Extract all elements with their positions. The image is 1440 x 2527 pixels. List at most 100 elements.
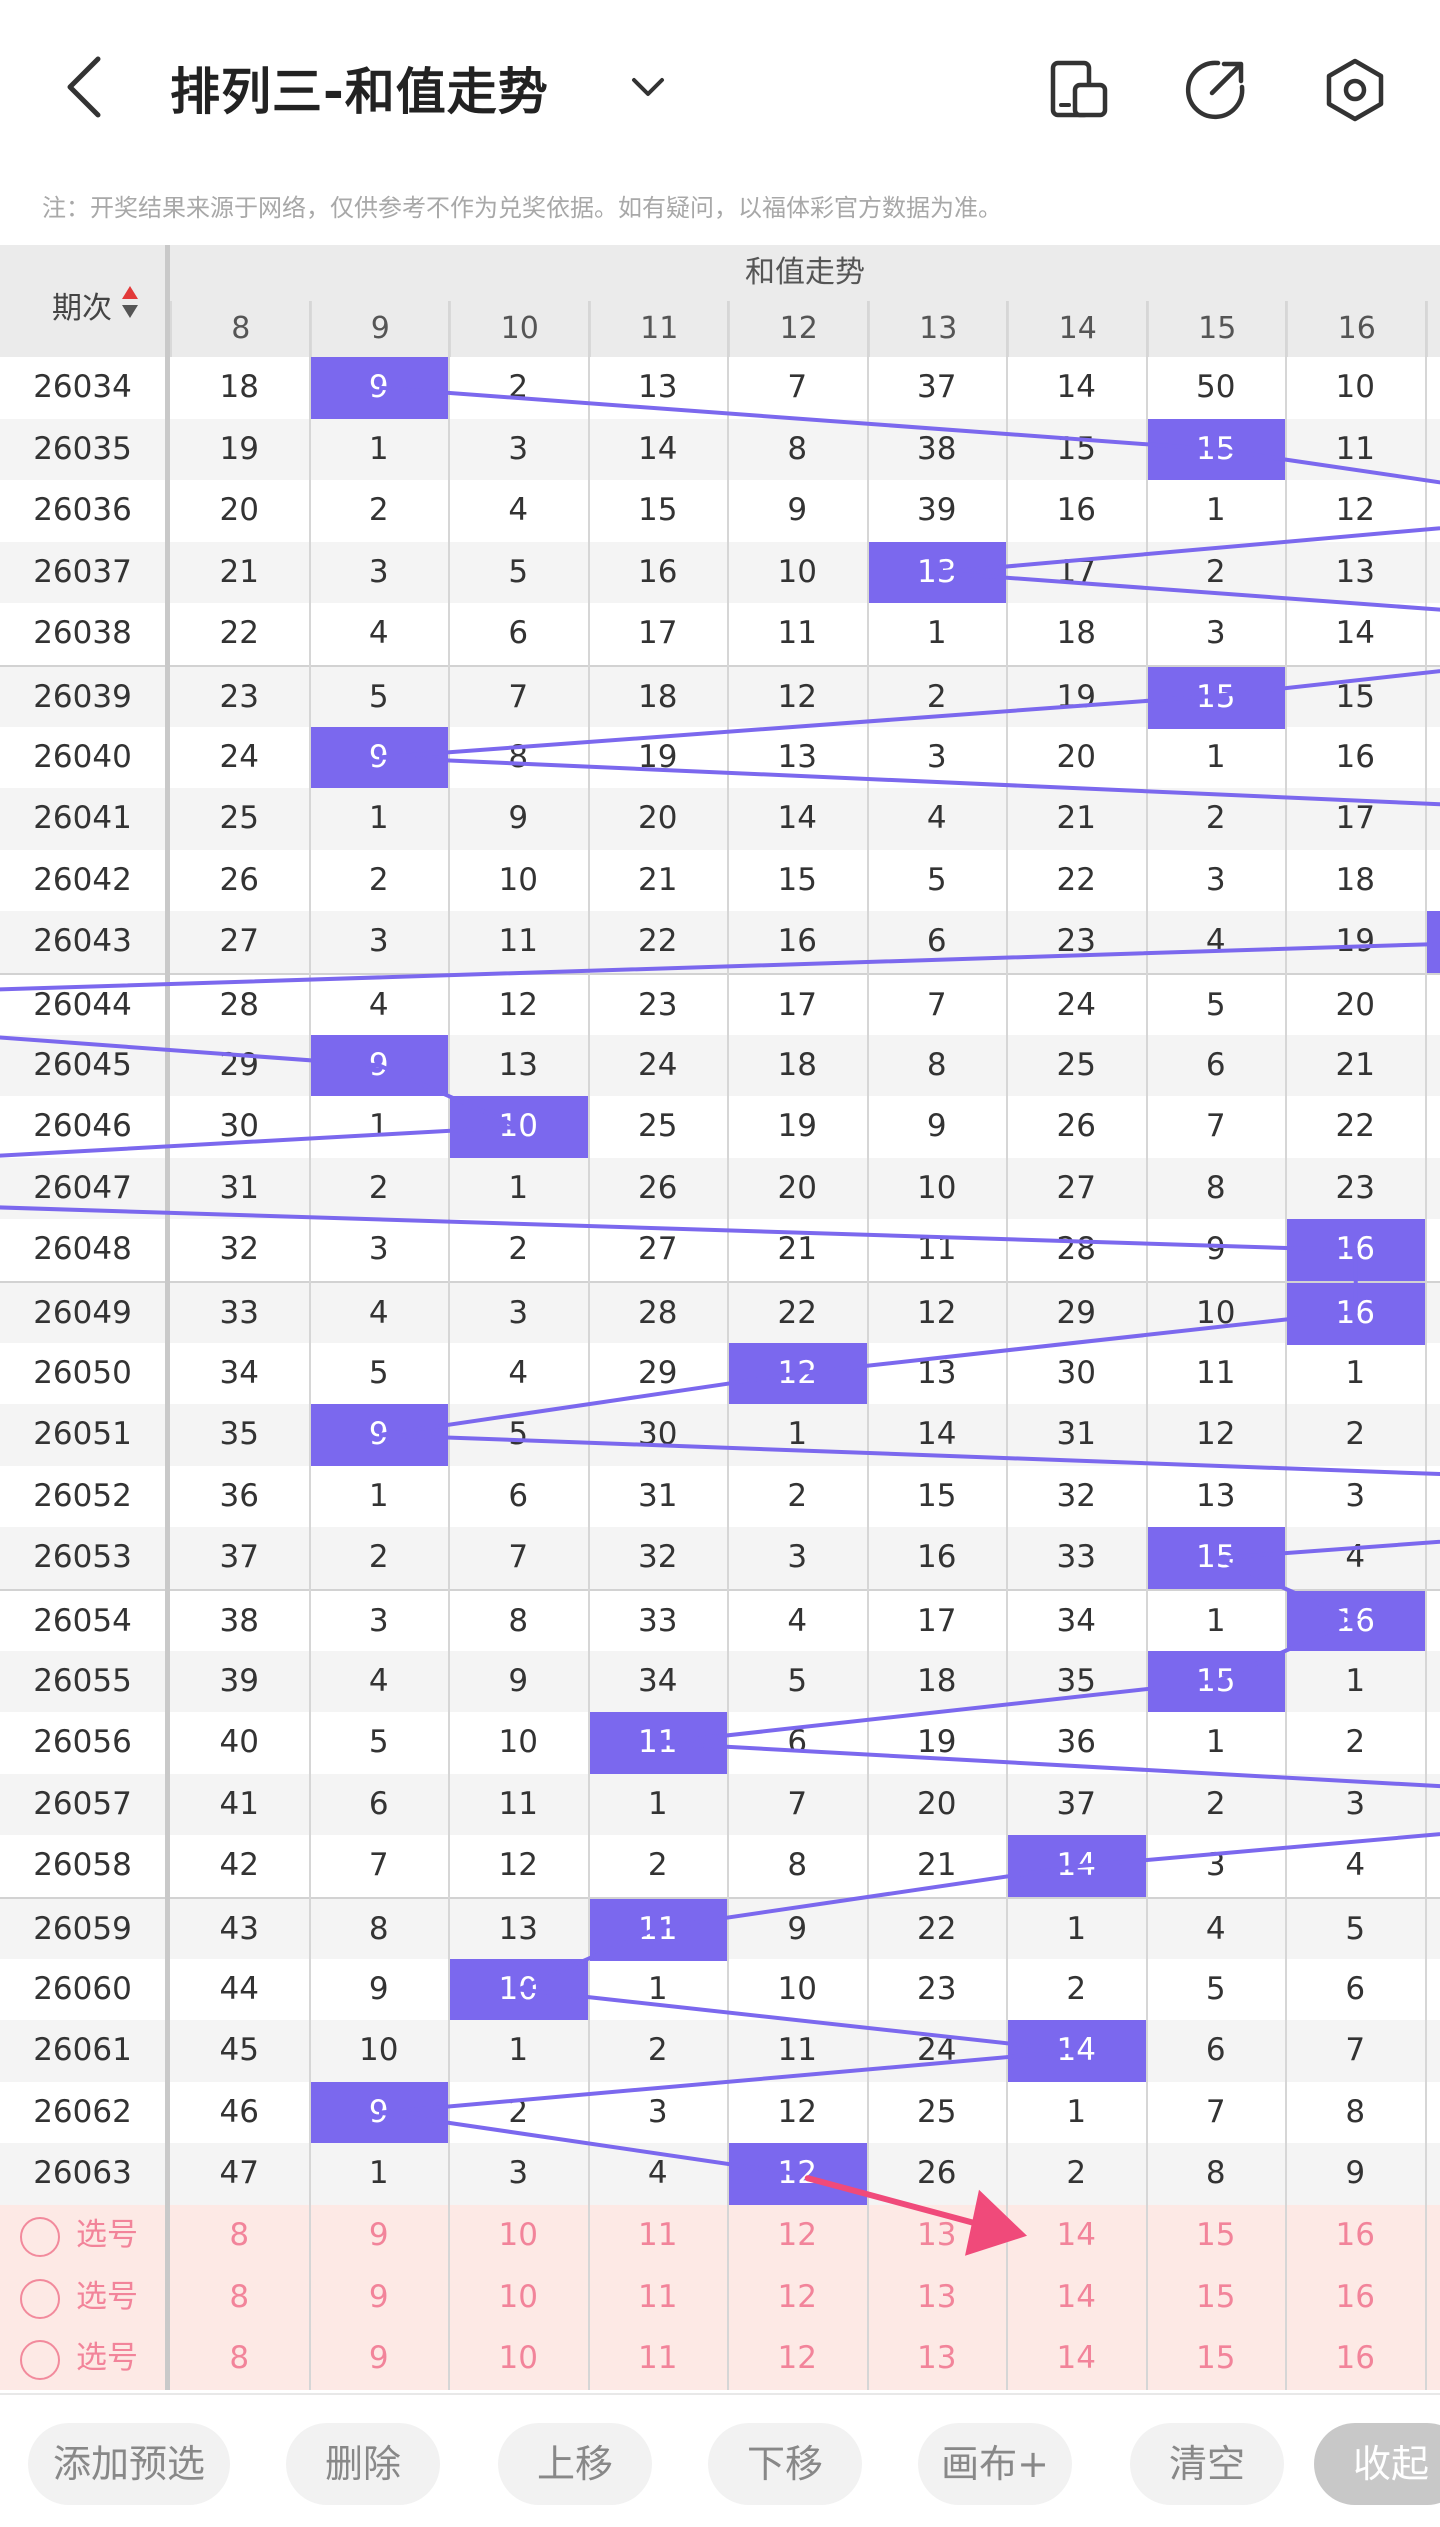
omission-cell: 4 [1286, 1835, 1425, 1897]
omission-cell: 3 [1147, 603, 1286, 665]
selectable-number-15[interactable]: 15 [1147, 2205, 1286, 2267]
issue-column-header[interactable]: 期次 [0, 245, 165, 357]
omission-cell: 14 [1286, 603, 1425, 665]
move-down-button[interactable]: 下移 [708, 2423, 862, 2505]
omission-cell: 14 [868, 1404, 1007, 1466]
omission-cell: 8 [449, 727, 588, 789]
column-header-partial [1426, 301, 1440, 357]
omission-cell: 6 [1147, 2020, 1286, 2082]
pick-radio[interactable] [20, 2340, 60, 2380]
selectable-number-14[interactable]: 14 [1007, 2328, 1146, 2390]
selectable-number-16[interactable]: 16 [1286, 2267, 1425, 2329]
pick-label[interactable]: 选号 [76, 2205, 138, 2267]
omission-cell: 6 [449, 1466, 588, 1528]
add-preselect-button[interactable]: 添加预选 [28, 2423, 230, 2505]
omission-cell: 10 [310, 2020, 449, 2082]
omission-cell: 15 [1286, 667, 1425, 729]
omission-cell: 7 [449, 667, 588, 729]
share-icon[interactable] [1180, 55, 1250, 125]
selectable-number-12[interactable]: 12 [728, 2328, 867, 2390]
issue-number: 26055 [0, 1651, 165, 1713]
pick-label[interactable]: 选号 [76, 2328, 138, 2390]
omission-cell: 4 [589, 2143, 728, 2205]
selectable-number-11[interactable]: 11 [589, 2205, 728, 2267]
omission-cell: 5 [728, 1651, 867, 1713]
omission-cell: 33 [589, 1591, 728, 1653]
selectable-number-10[interactable]: 10 [449, 2267, 588, 2329]
selectable-number-13[interactable]: 13 [868, 2205, 1007, 2267]
omission-cell: 4 [449, 480, 588, 542]
omission-cell: 9 [449, 788, 588, 850]
omission-cell: 39 [868, 480, 1007, 542]
omission-cell: 19 [170, 419, 309, 481]
omission-cell: 37 [1007, 1774, 1146, 1836]
selectable-number-14[interactable]: 14 [1007, 2267, 1146, 2329]
page-title[interactable]: 排列三-和值走势 [170, 52, 549, 124]
collapse-button[interactable]: 收起 [1314, 2423, 1440, 2505]
omission-cell: 19 [1286, 911, 1425, 973]
omission-cell: 19 [868, 1712, 1007, 1774]
selectable-number-16[interactable]: 16 [1286, 2205, 1425, 2267]
selectable-number-9[interactable]: 9 [310, 2267, 449, 2329]
omission-cell: 29 [170, 1035, 309, 1097]
delete-button[interactable]: 删除 [286, 2423, 440, 2505]
selectable-number-13[interactable]: 13 [868, 2267, 1007, 2329]
issue-number: 26048 [0, 1219, 165, 1281]
pick-label[interactable]: 选号 [76, 2267, 138, 2329]
pick-radio[interactable] [20, 2217, 60, 2257]
selectable-number-12[interactable]: 12 [728, 2205, 867, 2267]
omission-cell: 4 [310, 603, 449, 665]
omission-cell: 44 [170, 1959, 309, 2021]
omission-cell: 36 [170, 1466, 309, 1528]
pick-radio[interactable] [20, 2279, 60, 2319]
selectable-number-13[interactable]: 13 [868, 2328, 1007, 2390]
hit-cell: 10 [449, 1096, 588, 1158]
omission-cell: 9 [728, 1899, 867, 1961]
omission-cell: 1 [310, 419, 449, 481]
selectable-number-15[interactable]: 15 [1147, 2328, 1286, 2390]
selectable-number-8[interactable]: 8 [170, 2205, 309, 2267]
clear-button[interactable]: 清空 [1130, 2423, 1284, 2505]
selectable-number-11[interactable]: 11 [589, 2267, 728, 2329]
selectable-number-10[interactable]: 10 [449, 2205, 588, 2267]
sort-arrows-icon[interactable] [121, 285, 139, 319]
selectable-number-14[interactable]: 14 [1007, 2205, 1146, 2267]
omission-cell: 2 [449, 1219, 588, 1281]
selectable-number-15[interactable]: 15 [1147, 2267, 1286, 2329]
back-arrow-icon[interactable] [60, 55, 110, 120]
chevron-down-icon[interactable] [628, 68, 668, 108]
selectable-number-8[interactable]: 8 [170, 2267, 309, 2329]
omission-cell: 18 [170, 357, 309, 419]
omission-cell: 4 [728, 1591, 867, 1653]
omission-cell: 21 [728, 1219, 867, 1281]
omission-cell: 1 [1286, 1343, 1425, 1405]
move-up-button[interactable]: 上移 [498, 2423, 652, 2505]
omission-cell: 22 [868, 1899, 1007, 1961]
column-header-11: 11 [589, 301, 729, 357]
column-divider [1285, 301, 1287, 2390]
omission-cell: 22 [1007, 850, 1146, 912]
omission-cell: 25 [589, 1096, 728, 1158]
settings-icon[interactable] [1320, 55, 1390, 125]
canvas-plus-button[interactable]: 画布+ [918, 2423, 1072, 2505]
hit-cell: 16 [1286, 1591, 1425, 1653]
selectable-number-11[interactable]: 11 [589, 2328, 728, 2390]
selectable-number-9[interactable]: 9 [310, 2328, 449, 2390]
selectable-number-8[interactable]: 8 [170, 2328, 309, 2390]
layout-toggle-icon[interactable] [1045, 55, 1115, 125]
selectable-number-12[interactable]: 12 [728, 2267, 867, 2329]
selectable-number-10[interactable]: 10 [449, 2328, 588, 2390]
selectable-number-16[interactable]: 16 [1286, 2328, 1425, 2390]
omission-cell: 31 [1007, 1404, 1146, 1466]
omission-cell: 17 [1286, 788, 1425, 850]
omission-cell: 4 [1286, 1527, 1425, 1589]
selectable-number-9[interactable]: 9 [310, 2205, 449, 2267]
omission-cell: 24 [868, 2020, 1007, 2082]
omission-cell: 2 [310, 1527, 449, 1589]
omission-cell: 22 [1286, 1096, 1425, 1158]
